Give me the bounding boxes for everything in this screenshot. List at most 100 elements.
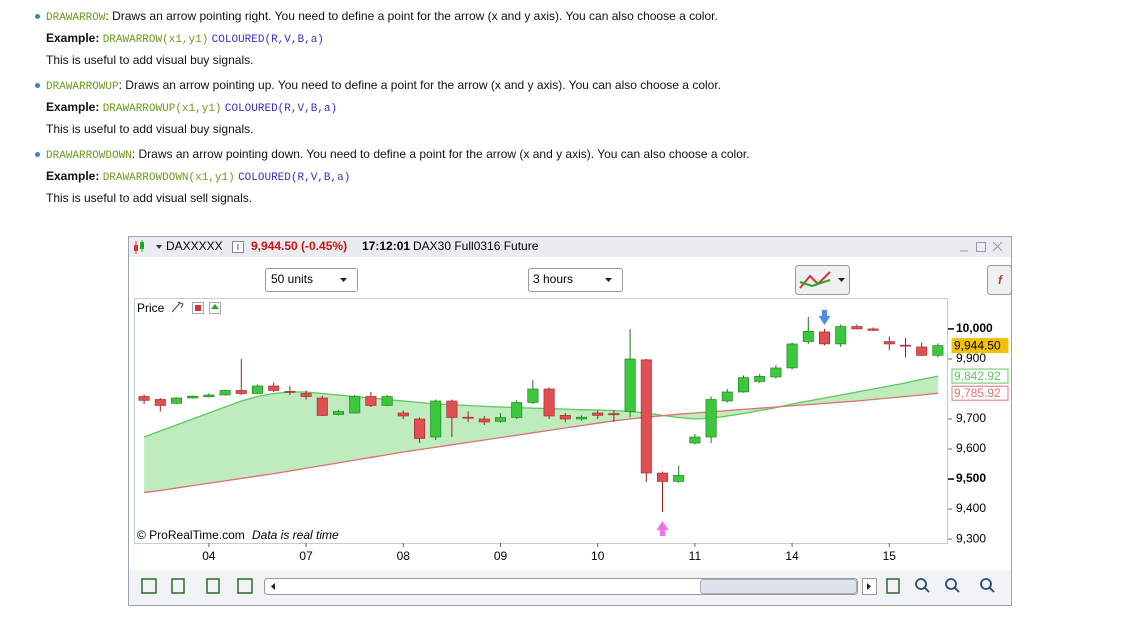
window-controls[interactable] [960, 241, 1003, 252]
y-tick-label: 10,000 [956, 321, 993, 335]
example-label: Example: [46, 169, 100, 183]
signal-arrow [818, 309, 831, 325]
realtime-note: Data is real time [252, 528, 339, 542]
x-tick-label: 08 [397, 549, 411, 563]
note-line: This is useful to add visual buy signals… [46, 120, 253, 138]
x-tick-label: 14 [785, 549, 799, 563]
note: This is useful to add visual buy signals… [46, 53, 254, 67]
scroll-thumb[interactable] [700, 579, 857, 594]
candle-body [673, 475, 685, 482]
y-tick-label: 9,500 [956, 471, 986, 485]
candle-body [738, 377, 749, 393]
candle-body [381, 396, 393, 406]
formula-icon: f [998, 273, 1003, 287]
candle-body [527, 388, 539, 403]
candle-body [365, 396, 377, 406]
side-button[interactable] [987, 265, 1012, 295]
candle-body [543, 388, 555, 417]
x-tick-label: 10 [591, 549, 605, 563]
candle-body [705, 399, 717, 438]
candle-body [414, 418, 425, 439]
candle-body [754, 376, 766, 382]
candle-body [203, 394, 215, 398]
x-tick-label: 07 [299, 549, 313, 563]
x-tick-label: 15 [883, 549, 897, 563]
signal-arrow [656, 520, 669, 536]
instrument: DAX30 Full0316 Future [413, 239, 539, 253]
y-tick-label: 9,600 [956, 441, 986, 455]
dropdown-icon[interactable] [156, 245, 162, 249]
panel-label: Price [137, 301, 165, 315]
keyword: DRAWARROW [46, 12, 106, 24]
price-change: 9,944.50 (-0.45%) [251, 239, 347, 253]
x-tick-label: 11 [689, 549, 702, 563]
indicator-icon [799, 271, 831, 289]
moving-average [144, 392, 938, 494]
price-label-box [951, 368, 1009, 384]
scroll-left[interactable] [271, 583, 275, 590]
candle-body [397, 412, 409, 417]
price-label: 9,785.92 [954, 386, 1001, 400]
example-colour: COLOURED(R,V,B,a) [211, 34, 324, 46]
candle-body [446, 400, 458, 418]
example-line: Example: DRAWARROW(x1,y1) COLOURED(R,V,B… [46, 29, 324, 47]
candle-body [333, 411, 344, 415]
description: : Draws an arrow pointing down. You need… [131, 147, 750, 161]
candle-body [171, 397, 182, 404]
note-line: This is useful to add visual sell signal… [46, 189, 252, 207]
example-code: DRAWARROWUP(x1,y1) [102, 103, 222, 115]
example-label: Example: [46, 31, 100, 45]
example-line: Example: DRAWARROWDOWN(x1,y1) COLOURED(R… [46, 167, 350, 185]
select-arrow [838, 278, 845, 282]
toolbar-icons[interactable] [141, 578, 253, 594]
select-arrow [340, 278, 347, 282]
item-line: DRAWARROWUP: Draws an arrow pointing up.… [46, 76, 721, 94]
candle-body [511, 402, 523, 418]
candle-body [851, 326, 863, 330]
candle-body [138, 396, 150, 401]
candle-body [316, 397, 328, 416]
bullet [35, 83, 40, 88]
y-tick-label: 9,400 [956, 501, 986, 515]
example-code: DRAWARROWDOWN(x1,y1) [102, 172, 235, 184]
price-label: 9,842.92 [954, 369, 1001, 383]
units-select[interactable] [265, 268, 358, 292]
candle-body [349, 396, 361, 414]
ma-area [144, 376, 938, 493]
wrench-icon[interactable] [171, 301, 184, 313]
candle-body [300, 393, 312, 397]
copyright: © ProRealTime.com [137, 528, 245, 542]
candle-body [576, 416, 587, 420]
symbol-icon [134, 240, 144, 254]
candle-body [478, 418, 490, 423]
candle-body [430, 400, 442, 438]
candle-body [867, 328, 879, 331]
units: 50 units [271, 272, 313, 286]
candle-body [640, 359, 652, 474]
candle-body [721, 391, 733, 402]
indicator-icon [799, 279, 831, 288]
zoom-icons[interactable] [915, 578, 995, 593]
note: This is useful to add visual sell signal… [46, 191, 253, 205]
candle-body [900, 344, 911, 347]
moving-average [143, 375, 939, 438]
draw-icon[interactable] [886, 578, 900, 594]
candle-body [932, 345, 944, 356]
candle-body [624, 358, 636, 412]
candle-body [689, 436, 701, 444]
candle-body [462, 416, 474, 419]
candle-body [883, 341, 895, 345]
keyword: DRAWARROWDOWN [46, 150, 132, 162]
example-code: DRAWARROW(x1,y1) [102, 34, 209, 46]
remove-icon-glyph [195, 305, 201, 311]
description: : Draws an arrow pointing right. You nee… [105, 9, 718, 23]
candle-body [252, 385, 263, 394]
add-icon-glyph [211, 304, 219, 309]
period-select[interactable] [528, 268, 623, 292]
candle-body [559, 415, 571, 420]
example-line: Example: DRAWARROWUP(x1,y1) COLOURED(R,V… [46, 98, 337, 116]
candle-body [770, 367, 782, 378]
keyword: DRAWARROWUP [46, 81, 119, 93]
symbol: DAXXXXX [166, 239, 223, 253]
example-colour: COLOURED(R,V,B,a) [238, 172, 351, 184]
